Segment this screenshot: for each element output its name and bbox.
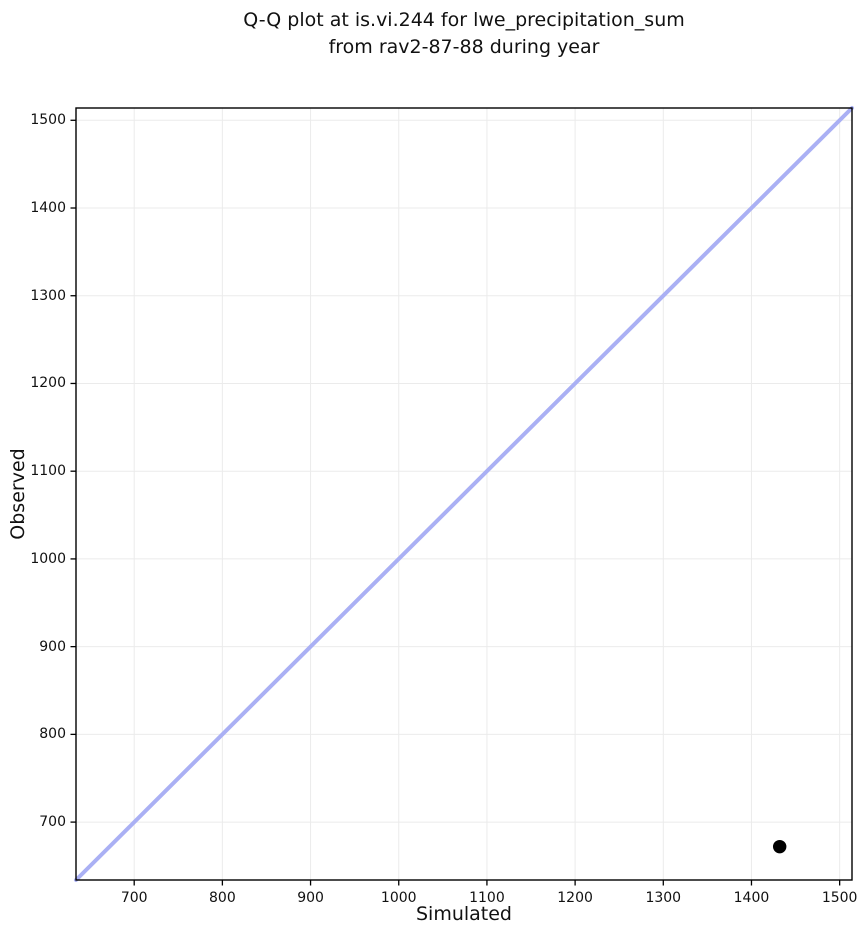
x-tick-label: 700 xyxy=(120,890,148,906)
x-tick-label: 1500 xyxy=(821,890,858,906)
x-tick-label: 1300 xyxy=(645,890,682,906)
chart-title: Q-Q plot at is.vi.244 for lwe_precipitat… xyxy=(243,9,685,58)
y-tick-label: 900 xyxy=(39,638,66,655)
x-tick-label: 800 xyxy=(209,890,236,906)
plot-border xyxy=(75,107,853,881)
x-axis-label: Simulated xyxy=(415,903,512,925)
y-tick-label: 1100 xyxy=(30,463,66,480)
x-tick-label: 1000 xyxy=(380,890,417,906)
data-point xyxy=(772,839,787,854)
y-tick-label: 800 xyxy=(39,726,66,743)
x-tick-label: 1400 xyxy=(733,890,770,906)
y-tick-label: 1000 xyxy=(30,550,66,567)
y-tick-label: 1400 xyxy=(30,200,66,216)
y-axis-label: Observed xyxy=(7,448,29,540)
y-tick-label: 1300 xyxy=(30,287,66,304)
y-tick-label: 1500 xyxy=(30,112,66,129)
identity-line xyxy=(74,106,854,882)
y-tick-label: 700 xyxy=(39,814,66,831)
x-tick-label: 1100 xyxy=(469,890,505,906)
x-tick-label: 1200 xyxy=(557,890,593,906)
y-tick-label: 1200 xyxy=(30,375,66,392)
x-tick-label: 900 xyxy=(297,890,324,906)
